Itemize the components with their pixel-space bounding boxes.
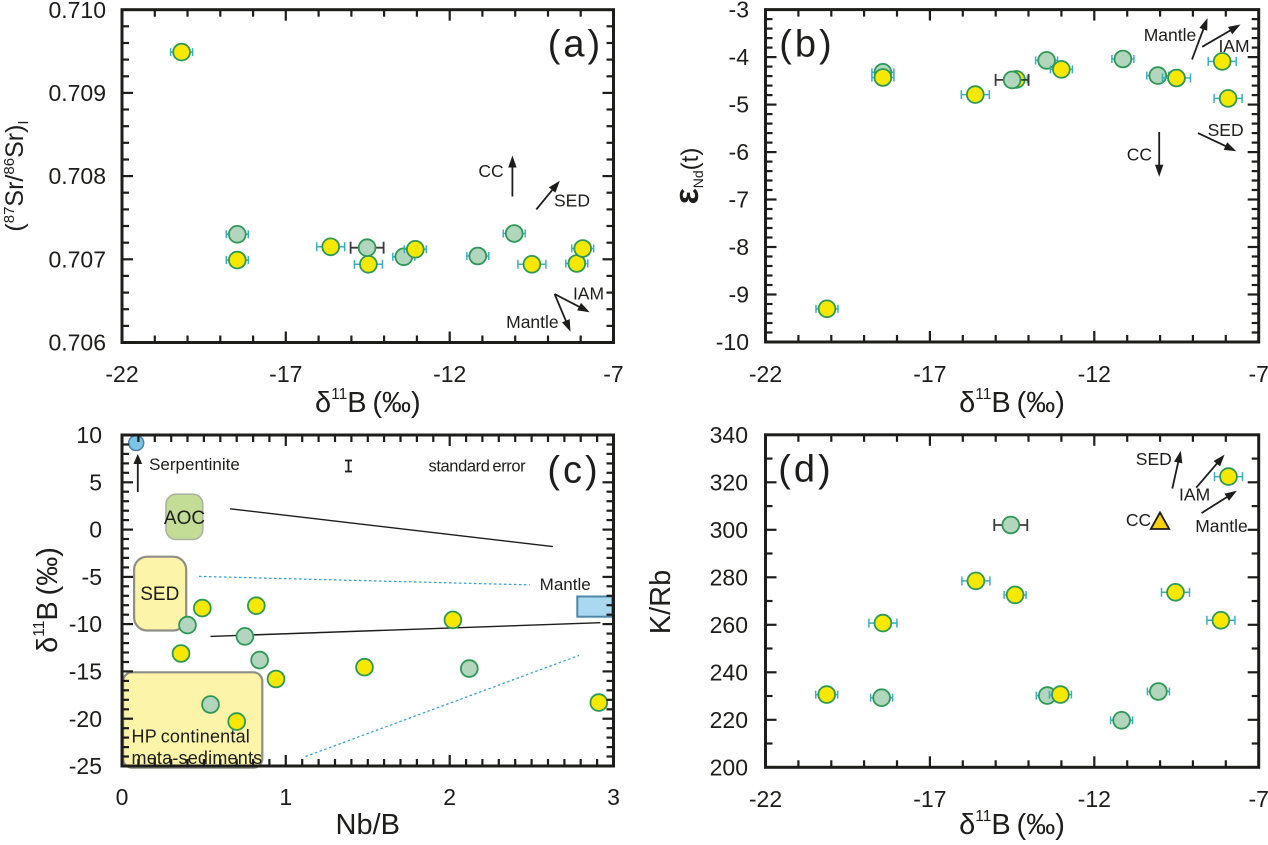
svg-text:0: 0 (89, 517, 102, 543)
svg-text:standard error: standard error (429, 458, 527, 476)
svg-text:SED: SED (554, 191, 590, 211)
svg-text:-10: -10 (69, 611, 102, 637)
svg-text:K/Rb: K/Rb (645, 570, 677, 634)
svg-text:(b): (b) (779, 24, 834, 66)
svg-text:-22: -22 (749, 786, 782, 812)
svg-text:-10: -10 (716, 329, 749, 355)
svg-text:-17: -17 (269, 361, 302, 387)
svg-text:-15: -15 (69, 659, 102, 685)
svg-text:Serpentinite: Serpentinite (149, 455, 240, 474)
svg-text:-8: -8 (729, 234, 749, 260)
svg-text:SED: SED (1208, 120, 1244, 140)
svg-text:AOC: AOC (164, 508, 205, 529)
svg-text:-5: -5 (82, 564, 102, 590)
svg-text:5: 5 (89, 469, 102, 495)
svg-text:-20: -20 (69, 706, 102, 732)
svg-text:-22: -22 (749, 361, 782, 387)
svg-text:Mantle: Mantle (506, 312, 559, 332)
svg-text:-9: -9 (729, 282, 749, 308)
svg-text:0.709: 0.709 (48, 80, 106, 106)
svg-text:280: 280 (710, 564, 748, 590)
svg-text:-7: -7 (729, 187, 749, 213)
svg-text:-3: -3 (729, 0, 749, 23)
svg-text:IAM: IAM (1218, 36, 1249, 56)
svg-text:-7: -7 (603, 361, 623, 387)
svg-text:(a): (a) (548, 23, 603, 65)
svg-text:0: 0 (116, 784, 129, 810)
svg-text:SED: SED (1136, 449, 1172, 469)
svg-text:320: 320 (710, 469, 748, 495)
svg-text:0.706: 0.706 (48, 330, 106, 356)
svg-text:2: 2 (443, 784, 456, 810)
svg-text:Nb/B: Nb/B (336, 809, 400, 841)
svg-text:Mantle: Mantle (1144, 25, 1197, 45)
svg-text:340: 340 (710, 422, 748, 448)
svg-text:CC: CC (1127, 144, 1152, 164)
svg-text:0.708: 0.708 (48, 163, 106, 189)
svg-text:CC: CC (1126, 510, 1151, 530)
svg-text:IAM: IAM (1179, 485, 1210, 505)
svg-text:CC: CC (478, 161, 503, 181)
svg-text:-4: -4 (729, 44, 750, 70)
svg-text:HP continental: HP continental (132, 727, 250, 747)
svg-text:3: 3 (607, 784, 620, 810)
svg-text:δ11B (‰): δ11B (‰) (959, 808, 1065, 841)
svg-text:-22: -22 (105, 361, 138, 387)
svg-text:δ11B (‰): δ11B (‰) (959, 386, 1065, 419)
svg-text:δ11B (‰): δ11B (‰) (31, 547, 64, 653)
svg-text:-17: -17 (913, 786, 946, 812)
svg-text:10: 10 (76, 422, 102, 448)
svg-text:-12: -12 (1078, 361, 1111, 387)
svg-text:240: 240 (710, 659, 748, 685)
svg-text:(c): (c) (547, 450, 600, 492)
svg-text:0.710: 0.710 (48, 0, 106, 23)
svg-text:meta-sediments: meta-sediments (132, 748, 263, 768)
svg-text:-7: -7 (1248, 361, 1268, 387)
svg-text:-12: -12 (1078, 786, 1111, 812)
svg-text:Mantle: Mantle (540, 575, 591, 594)
svg-text:1: 1 (279, 784, 292, 810)
svg-text:300: 300 (710, 517, 748, 543)
svg-text:-17: -17 (913, 361, 946, 387)
svg-text:-6: -6 (729, 139, 749, 165)
svg-text:-25: -25 (69, 753, 102, 779)
svg-text:Mantle: Mantle (1195, 516, 1248, 536)
svg-text:-7: -7 (1248, 786, 1268, 812)
svg-text:SED: SED (140, 584, 179, 605)
svg-text:220: 220 (710, 707, 748, 733)
svg-text:260: 260 (710, 612, 748, 638)
svg-text:IAM: IAM (573, 284, 604, 304)
svg-text:δ11B (‰): δ11B (‰) (315, 386, 421, 419)
svg-text:-12: -12 (433, 361, 466, 387)
svg-text:(d): (d) (778, 449, 833, 491)
svg-text:200: 200 (710, 754, 748, 780)
svg-text:0.707: 0.707 (48, 246, 106, 272)
svg-text:-5: -5 (729, 92, 749, 118)
